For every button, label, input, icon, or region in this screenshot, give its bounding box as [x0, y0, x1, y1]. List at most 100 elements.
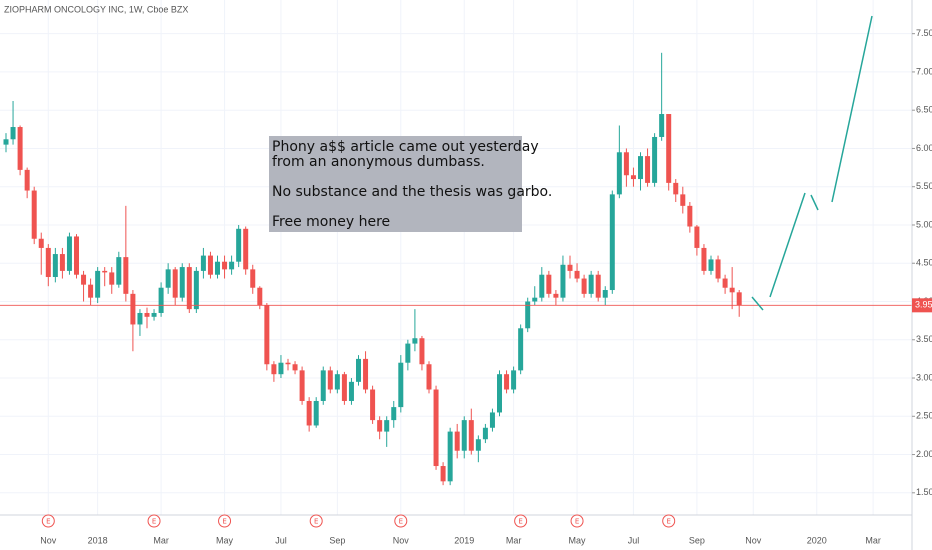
event-marker [218, 514, 232, 528]
x-tick-label: 2019 [454, 535, 474, 545]
candle-body [172, 269, 178, 298]
x-tick-label: Sep [329, 535, 345, 545]
y-tick-label: 7.50 [916, 28, 932, 38]
candle-body [454, 431, 460, 451]
annotation-text: No substance and the thesis was garbo. [272, 184, 552, 200]
candle-body [52, 254, 58, 278]
x-tick-label: Mar [153, 535, 169, 545]
y-tick-label: 5.50 [916, 181, 932, 191]
candle-body [334, 374, 340, 390]
candle-body [313, 400, 319, 426]
candle-body [468, 420, 474, 451]
event-label: E [46, 518, 50, 526]
x-tick-label: Jul [275, 535, 287, 545]
y-tick-label: 3.00 [916, 372, 932, 382]
candle-body [659, 114, 665, 137]
candle-body [553, 293, 559, 298]
event-marker [570, 514, 584, 528]
candle-body [475, 439, 481, 451]
event-marker [662, 514, 676, 528]
candles [0, 52, 912, 486]
candle-body [623, 152, 629, 176]
candle-body [158, 287, 164, 313]
candle-body [95, 270, 101, 298]
x-tick-label: Nov [393, 535, 410, 545]
candle-body [546, 274, 552, 294]
projection-line [751, 296, 764, 311]
candle-body [398, 362, 404, 408]
candle-body [609, 194, 615, 291]
candle-body [673, 182, 679, 195]
candle-body [151, 312, 157, 317]
candle-body [292, 364, 298, 371]
x-tick-label: Sep [689, 535, 705, 545]
candle-body [729, 287, 735, 293]
candle-body [447, 431, 453, 482]
candle-body [137, 312, 143, 325]
candle-body [222, 261, 228, 270]
candle-body [511, 370, 517, 390]
candle-body [306, 400, 312, 426]
candle-body [518, 328, 524, 371]
candle-body [504, 374, 510, 390]
x-tick-label: May [569, 535, 587, 545]
candle-body [123, 257, 129, 294]
y-tick-label: 2.00 [916, 449, 932, 459]
candle-body [348, 381, 354, 401]
x-tick-label: 2018 [88, 535, 108, 545]
candle-body [701, 247, 707, 271]
projection-line [769, 192, 806, 298]
candle-body [327, 370, 333, 390]
event-label: E [314, 518, 318, 526]
candle-body [645, 156, 651, 183]
candle-body [461, 420, 467, 451]
drawn-projection [751, 15, 873, 311]
candle-body [489, 412, 495, 428]
candle-body [179, 267, 185, 298]
projection-line [810, 194, 819, 211]
candle-body [370, 389, 376, 421]
candle-body [229, 261, 235, 270]
projection-line [831, 15, 873, 203]
candle-body [602, 290, 608, 298]
candle-body [560, 264, 566, 298]
event-label: E [666, 518, 670, 526]
candle-body [341, 374, 347, 401]
candle-body [109, 272, 115, 285]
annotation-text: Phony a$$ article came out yesterday [272, 139, 539, 155]
candle-body [377, 420, 383, 432]
last-price-badge [912, 298, 932, 313]
y-tick-label: 3.50 [916, 334, 932, 344]
candle-body [165, 269, 171, 288]
event-marker [147, 514, 161, 528]
candle-body [215, 261, 220, 275]
event-label: E [222, 518, 226, 526]
candle-body [433, 389, 439, 467]
candle-body [250, 269, 256, 288]
axes: 1.502.002.503.003.504.004.505.005.506.00… [40, 28, 932, 545]
candle-body [363, 358, 369, 390]
candle-body [532, 297, 538, 302]
candle-body [271, 364, 277, 375]
candle-body [243, 228, 249, 270]
candle-body [116, 257, 122, 285]
candle-body [66, 236, 72, 271]
candle-body [102, 270, 108, 273]
candle-body [45, 247, 51, 278]
candle-body [567, 264, 573, 271]
candle-body [391, 407, 397, 421]
candle-body [419, 338, 425, 365]
candle-body [708, 259, 714, 271]
y-tick-label: 4.50 [916, 258, 932, 268]
annotation-text: from an anonymous dumbass. [272, 154, 485, 170]
candle-body [264, 305, 270, 365]
annotation-box [269, 136, 522, 232]
candle-body [426, 364, 432, 390]
candle-body [482, 427, 488, 440]
x-tick-label: Nov [40, 535, 57, 545]
candle-body [588, 274, 594, 294]
candle-body [405, 343, 411, 363]
event-label: E [399, 518, 403, 526]
x-tick-label: Mar [865, 535, 881, 545]
candle-body [356, 358, 361, 382]
